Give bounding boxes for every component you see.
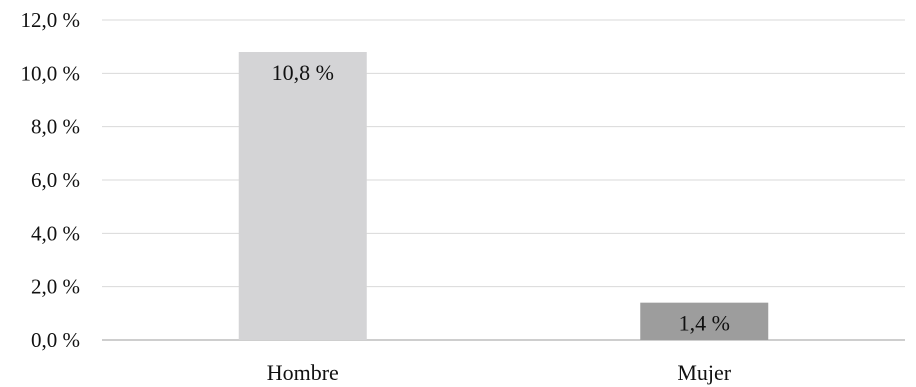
y-tick-label: 12,0 % <box>21 8 81 32</box>
y-tick-label: 10,0 % <box>21 61 81 85</box>
x-axis-category-labels: Hombre Mujer <box>267 360 732 385</box>
y-tick-label: 6,0 % <box>31 168 80 192</box>
data-label-mujer: 1,4 % <box>679 311 730 336</box>
y-tick-label: 4,0 % <box>31 221 80 245</box>
bars <box>238 52 769 340</box>
data-labels: 10,8 % 1,4 % <box>272 60 730 336</box>
bar-hombre <box>238 52 367 340</box>
data-label-hombre: 10,8 % <box>272 60 334 85</box>
category-label-mujer: Mujer <box>677 360 731 385</box>
gridlines <box>102 19 905 341</box>
bar-mujer <box>640 302 769 340</box>
y-tick-label: 2,0 % <box>31 275 80 299</box>
y-tick-label: 0,0 % <box>31 328 80 352</box>
category-label-hombre: Hombre <box>267 360 339 385</box>
y-tick-label: 8,0 % <box>31 115 80 139</box>
y-axis-tick-labels: 0,0 % 2,0 % 4,0 % 6,0 % 8,0 % 10,0 % 12,0 % <box>21 8 81 352</box>
